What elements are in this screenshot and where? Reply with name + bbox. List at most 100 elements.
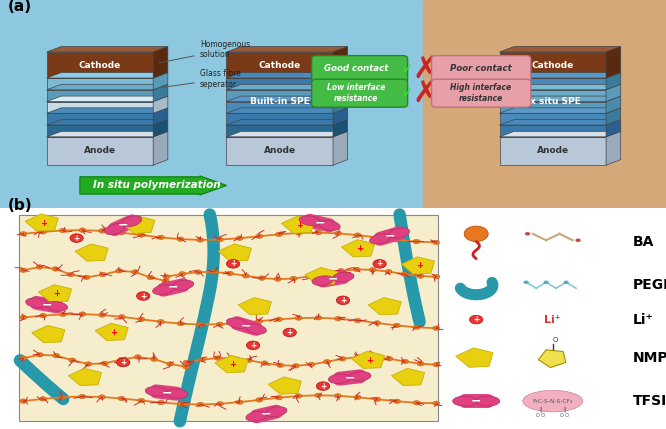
Polygon shape — [333, 108, 348, 125]
Ellipse shape — [266, 407, 287, 417]
Bar — [226, 137, 333, 165]
Text: (a): (a) — [8, 0, 32, 14]
Text: Glass fibre
seperator: Glass fibre seperator — [159, 69, 240, 89]
Bar — [226, 52, 333, 78]
Polygon shape — [342, 240, 374, 257]
Ellipse shape — [332, 272, 354, 282]
Polygon shape — [122, 216, 155, 233]
Circle shape — [20, 399, 27, 403]
Circle shape — [242, 274, 249, 278]
Polygon shape — [47, 108, 168, 113]
Text: −: − — [41, 298, 52, 311]
Polygon shape — [500, 96, 621, 102]
Circle shape — [394, 323, 400, 328]
Circle shape — [470, 315, 483, 324]
Circle shape — [353, 267, 360, 272]
Text: Li⁺: Li⁺ — [633, 313, 653, 326]
Circle shape — [386, 356, 393, 361]
Circle shape — [433, 401, 440, 405]
Ellipse shape — [299, 216, 320, 226]
Circle shape — [261, 361, 268, 366]
Text: Good contact: Good contact — [324, 64, 388, 73]
Bar — [47, 137, 153, 165]
Text: −: − — [241, 320, 252, 332]
Circle shape — [236, 321, 243, 325]
Bar — [500, 52, 606, 78]
Polygon shape — [215, 356, 248, 373]
Polygon shape — [500, 85, 621, 90]
Circle shape — [402, 359, 408, 364]
Bar — [0, 0, 423, 208]
Text: −: − — [168, 281, 178, 294]
Polygon shape — [606, 73, 621, 90]
Polygon shape — [69, 369, 101, 386]
Text: ‖
O O: ‖ O O — [560, 407, 569, 418]
Polygon shape — [153, 120, 168, 137]
Circle shape — [67, 272, 75, 277]
Circle shape — [138, 317, 145, 321]
Circle shape — [374, 235, 381, 240]
Polygon shape — [153, 131, 168, 165]
Circle shape — [163, 275, 170, 279]
Polygon shape — [75, 244, 108, 261]
Circle shape — [413, 239, 420, 244]
Circle shape — [214, 356, 221, 360]
Bar — [47, 113, 153, 125]
Polygon shape — [500, 131, 621, 137]
Circle shape — [575, 239, 581, 242]
Circle shape — [216, 402, 224, 406]
Circle shape — [258, 276, 265, 280]
Ellipse shape — [349, 372, 371, 381]
Circle shape — [177, 402, 184, 406]
Polygon shape — [47, 131, 168, 137]
Text: +: + — [40, 219, 47, 227]
Polygon shape — [47, 85, 168, 90]
Polygon shape — [606, 96, 621, 113]
Circle shape — [226, 260, 240, 268]
Circle shape — [20, 356, 27, 360]
Polygon shape — [606, 46, 621, 78]
Polygon shape — [153, 108, 168, 125]
Circle shape — [158, 400, 165, 405]
Text: F₃C-S-N-S-CF₃: F₃C-S-N-S-CF₃ — [533, 399, 573, 404]
Polygon shape — [402, 257, 434, 274]
Circle shape — [315, 230, 322, 235]
Circle shape — [295, 394, 302, 398]
Circle shape — [138, 233, 145, 237]
Circle shape — [216, 237, 223, 242]
Polygon shape — [456, 348, 493, 367]
Polygon shape — [500, 73, 621, 78]
Circle shape — [20, 268, 27, 272]
Polygon shape — [606, 108, 621, 125]
Text: −: − — [261, 408, 272, 420]
Circle shape — [119, 314, 125, 319]
Circle shape — [401, 272, 408, 276]
Circle shape — [276, 396, 282, 400]
Circle shape — [246, 341, 260, 350]
Circle shape — [374, 397, 381, 402]
Circle shape — [336, 296, 350, 305]
Text: +: + — [230, 360, 236, 369]
Polygon shape — [39, 285, 71, 302]
Polygon shape — [218, 244, 251, 261]
Bar — [47, 52, 153, 78]
Polygon shape — [333, 46, 348, 78]
Circle shape — [151, 357, 157, 361]
Circle shape — [417, 274, 424, 278]
Polygon shape — [47, 73, 168, 78]
Circle shape — [354, 233, 361, 237]
Circle shape — [69, 358, 76, 363]
Bar — [500, 137, 606, 165]
Polygon shape — [153, 85, 168, 102]
Circle shape — [433, 275, 440, 279]
Polygon shape — [368, 298, 401, 315]
Polygon shape — [333, 131, 348, 165]
Text: Anode: Anode — [537, 146, 569, 155]
Circle shape — [147, 275, 154, 280]
Circle shape — [308, 362, 315, 367]
Circle shape — [20, 315, 27, 320]
Bar — [226, 113, 333, 125]
Text: Anode: Anode — [84, 146, 116, 155]
FancyBboxPatch shape — [432, 79, 531, 107]
Bar — [47, 102, 153, 113]
